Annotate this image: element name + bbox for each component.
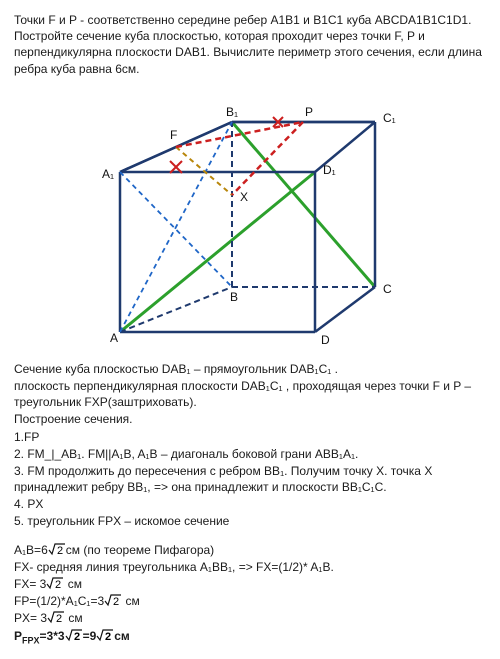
- answer-line: PFPX=3*32=92см: [14, 628, 486, 647]
- solution-line-7: 4. PX: [14, 496, 486, 512]
- svg-text:2: 2: [74, 631, 80, 642]
- problem-text-1: Точки F и P - соответственно середине ре…: [14, 13, 471, 43]
- svg-text:F: F: [170, 128, 177, 142]
- solution-line-3: Построение сечения.: [14, 411, 486, 427]
- svg-text:C: C: [383, 282, 392, 296]
- solution-line-4: 1.FP: [14, 429, 486, 445]
- calc-line-3: FX= 32 см: [14, 576, 486, 592]
- svg-text:X: X: [240, 190, 248, 204]
- svg-text:2: 2: [55, 579, 61, 590]
- problem-text-2: перпендикулярна плоскости DAB1. Вычислит…: [14, 45, 482, 75]
- svg-text:B: B: [230, 290, 238, 304]
- svg-text:B₁: B₁: [226, 105, 238, 119]
- solution-line-2: плоскость перпендикулярная плоскости DAB…: [14, 378, 486, 410]
- svg-text:A₁: A₁: [102, 167, 114, 181]
- svg-text:2: 2: [56, 613, 62, 624]
- solution-line-1: Сечение куба плоскостью DAB₁ – прямоугол…: [14, 361, 486, 377]
- svg-text:2: 2: [57, 545, 63, 556]
- svg-text:C₁: C₁: [383, 111, 396, 125]
- calc-line-1: A₁B=62см (по теореме Пифагора): [14, 542, 486, 558]
- svg-text:D₁: D₁: [323, 163, 336, 177]
- cube-diagram: A B C D A₁ B₁ C₁ D₁ F P X: [100, 87, 400, 347]
- solution-line-6: 3. FM продолжить до пересечения с ребром…: [14, 463, 486, 495]
- calc-line-4: FP=(1/2)*A₁C₁=32 см: [14, 593, 486, 609]
- calc-line-5: PX= 32 см: [14, 610, 486, 626]
- svg-text:A: A: [110, 331, 118, 345]
- svg-text:P: P: [305, 105, 313, 119]
- svg-text:D: D: [321, 333, 330, 347]
- solution-line-8: 5. треугольник FPX – искомое сечение: [14, 513, 486, 529]
- problem-statement: Точки F и P - соответственно середине ре…: [14, 12, 486, 77]
- svg-text:2: 2: [113, 596, 119, 607]
- svg-text:2: 2: [105, 631, 111, 642]
- solution-line-5: 2. FM_|_AB₁. FM||A₁B, A₁B – диагональ бо…: [14, 446, 486, 462]
- calc-line-2: FX- средняя линия треугольника A₁BB₁, =>…: [14, 559, 486, 575]
